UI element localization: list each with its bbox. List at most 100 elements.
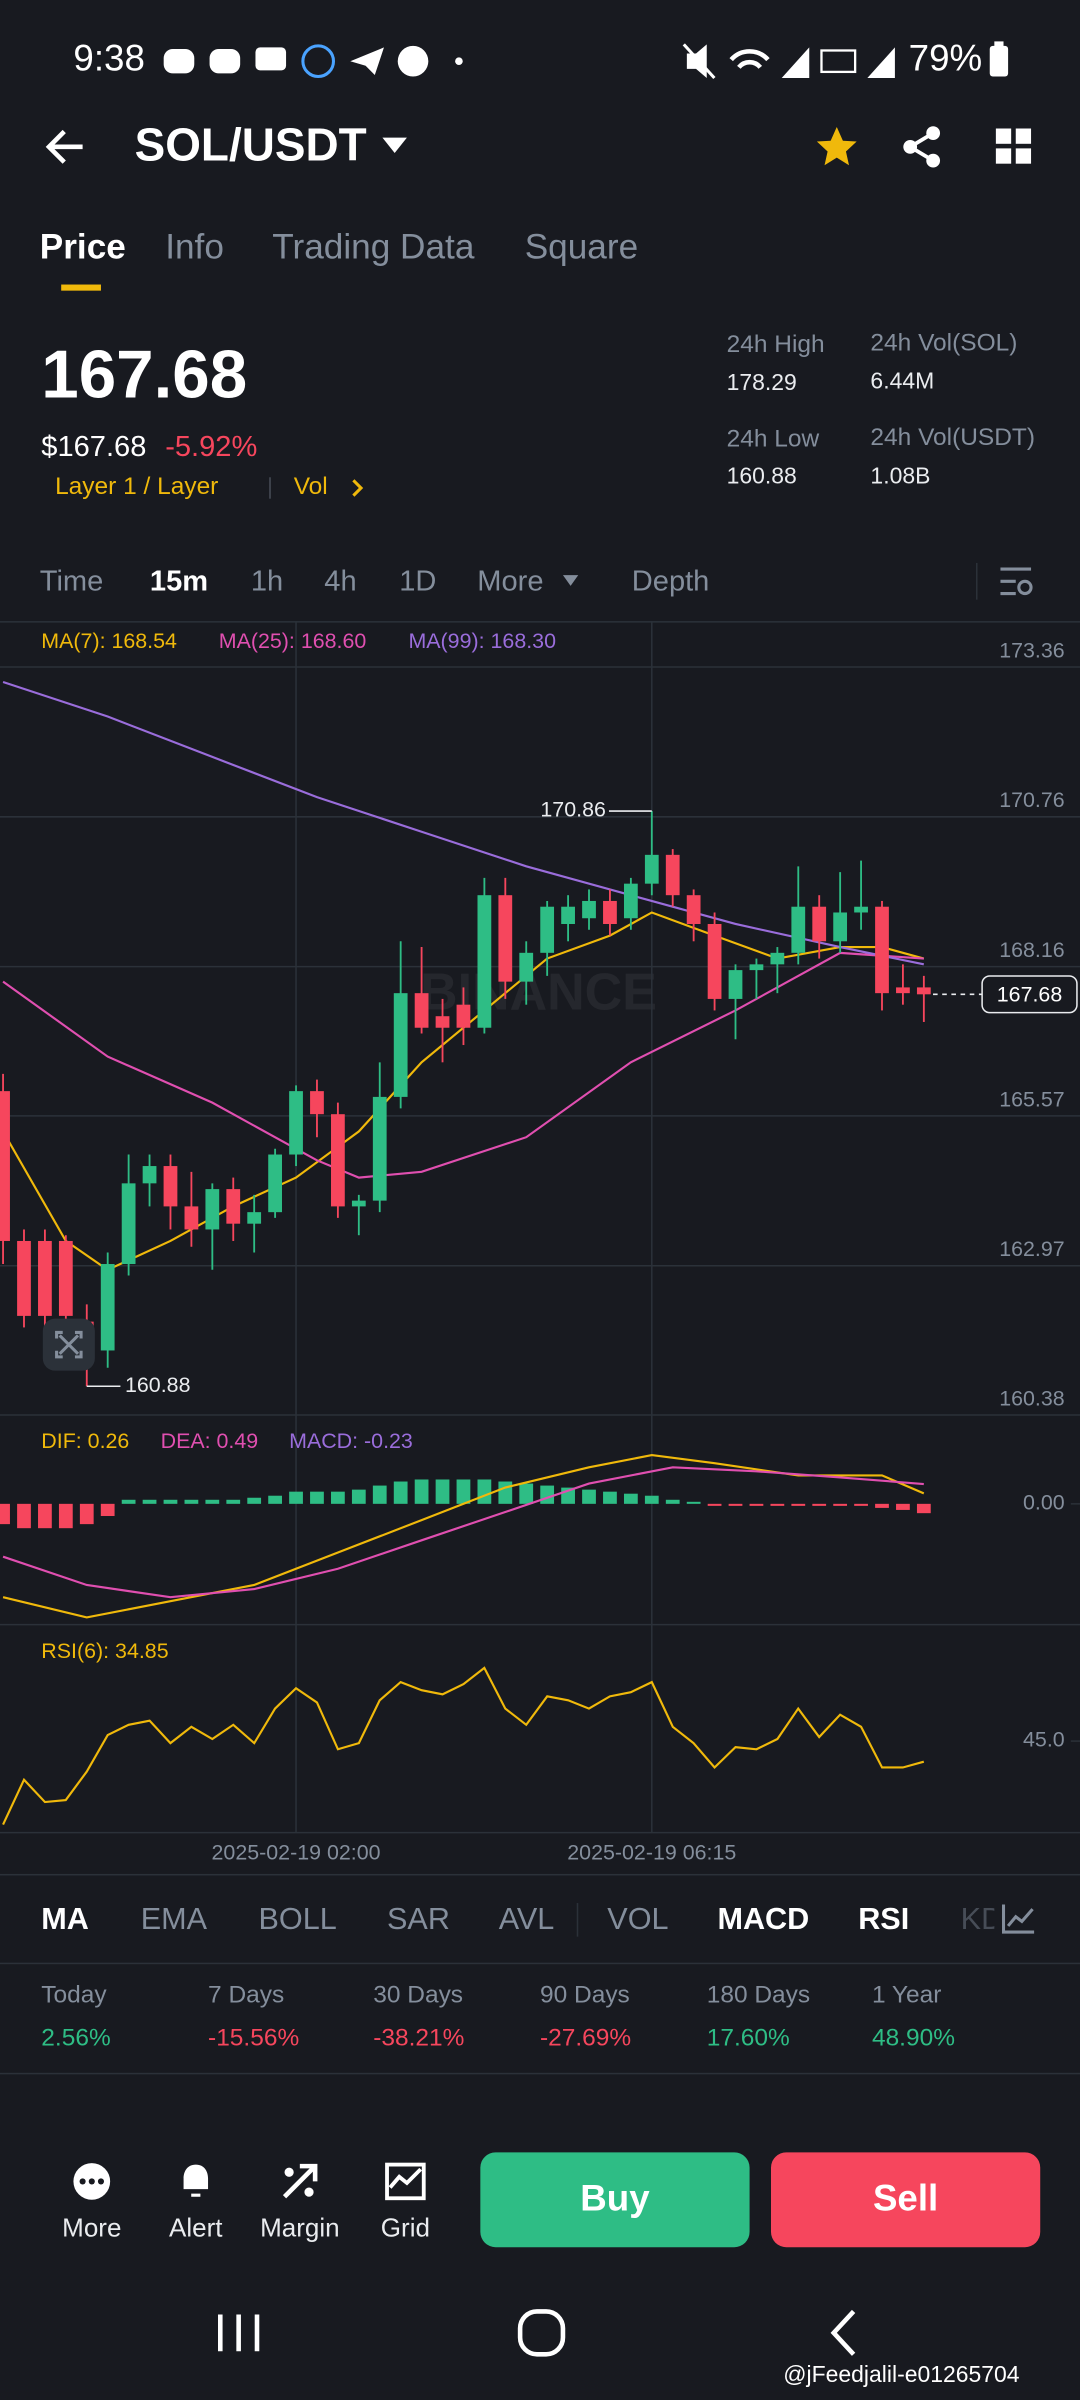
legend-label: DEA: 0.49: [161, 1429, 259, 1453]
separator: [975, 562, 978, 600]
tab[interactable]: Square: [524, 226, 639, 267]
stat-label: 24h Vol(USDT): [870, 425, 1036, 452]
candle-body: [226, 1189, 241, 1224]
pair-title[interactable]: SOL/USDT: [134, 120, 367, 172]
sector-tag[interactable]: Layer 1 / Layer: [55, 474, 219, 501]
fullscreen-button[interactable]: [42, 1318, 95, 1371]
macd-bar: [582, 1489, 596, 1504]
alert-icon[interactable]: [174, 2160, 217, 2203]
candle-body: [414, 993, 429, 1028]
indicator[interactable]: MACD: [717, 1903, 810, 1937]
interval[interactable]: 1D: [399, 566, 437, 599]
candle-body: [833, 912, 848, 942]
legend-label: MACD: -0.23: [289, 1429, 413, 1453]
candle-body: [372, 1096, 387, 1201]
macd-bar: [372, 1485, 387, 1504]
y-tick-label: 165.57: [999, 1087, 1064, 1111]
candle-body: [184, 1206, 199, 1230]
candle-body: [58, 1240, 73, 1316]
action-label[interactable]: More: [62, 2213, 122, 2243]
indicator-settings[interactable]: [1000, 1901, 1037, 1935]
share-button[interactable]: [899, 124, 945, 170]
candle-body: [540, 906, 555, 953]
candle-body: [707, 924, 722, 999]
macd-bar: [268, 1495, 282, 1504]
interval[interactable]: 15m: [149, 566, 209, 599]
nav-back[interactable]: [826, 2307, 860, 2359]
candle-body: [393, 993, 408, 1097]
candle-body: [247, 1212, 262, 1224]
interval[interactable]: 4h: [324, 566, 357, 599]
macd-bar: [540, 1485, 555, 1504]
candle-body: [561, 906, 575, 925]
indicator[interactable]: AVL: [498, 1903, 555, 1937]
tab-indicator: [61, 284, 101, 291]
y-tick-label: 162.97: [999, 1237, 1064, 1261]
divider: [0, 1873, 1080, 1876]
indicator[interactable]: VOL: [607, 1903, 669, 1937]
vol-tag[interactable]: Vol: [293, 474, 328, 501]
action-label[interactable]: Alert: [169, 2213, 223, 2243]
period-change: 48.90%: [871, 2025, 955, 2052]
y-tick-label: 160.38: [999, 1386, 1064, 1410]
tab[interactable]: Price: [39, 226, 126, 267]
buy-button[interactable]: Buy: [480, 2152, 750, 2248]
pair-dropdown[interactable]: [379, 135, 410, 156]
usd-price: $167.68: [41, 431, 147, 464]
candle-body: [644, 854, 659, 884]
interval[interactable]: Depth: [631, 566, 710, 599]
action-label[interactable]: Grid: [380, 2213, 430, 2243]
candle-body: [791, 906, 806, 953]
layout-button[interactable]: [994, 127, 1034, 167]
grid-icon[interactable]: [384, 2160, 427, 2203]
macd-bar: [184, 1499, 199, 1504]
period-change: 17.60%: [706, 2025, 790, 2052]
signal-icons: [682, 43, 895, 80]
back-button[interactable]: [43, 125, 89, 168]
period-label: 7 Days: [208, 1982, 285, 2009]
period-label: 30 Days: [373, 1982, 464, 2009]
macd-bar: [142, 1499, 157, 1504]
nav-home[interactable]: [516, 2307, 568, 2359]
legend-label: MA(25): 168.60: [219, 629, 367, 653]
interval[interactable]: 1h: [250, 566, 284, 599]
candle-body: [519, 952, 534, 982]
period-change: -38.21%: [373, 2025, 465, 2052]
indicator[interactable]: BOLL: [258, 1903, 337, 1937]
macd-bar: [58, 1503, 73, 1529]
interval[interactable]: Time: [39, 566, 104, 599]
status-icons: [163, 44, 463, 79]
indicator[interactable]: SAR: [387, 1903, 450, 1937]
interval[interactable]: More: [477, 566, 544, 599]
y-tick-label: 0.00: [1023, 1490, 1065, 1514]
y-tick-label: 168.16: [999, 938, 1064, 962]
macd-bar: [728, 1503, 743, 1506]
indicator[interactable]: RSI: [858, 1903, 910, 1937]
action-label[interactable]: Margin: [260, 2213, 340, 2243]
more-caret: [562, 575, 579, 586]
indicator[interactable]: MA: [41, 1903, 89, 1937]
macd-bar: [38, 1503, 52, 1529]
candle-body: [603, 900, 617, 925]
indicator[interactable]: EMA: [140, 1903, 208, 1937]
candle-body: [163, 1166, 178, 1207]
more-icon[interactable]: [70, 2160, 113, 2203]
margin-icon[interactable]: [278, 2160, 321, 2203]
favorite-star[interactable]: [814, 124, 860, 170]
period-label: 1 Year: [871, 1982, 942, 2009]
candle-body: [121, 1183, 136, 1265]
candle-body: [812, 906, 827, 942]
macd-bar: [247, 1497, 262, 1504]
period-change: -15.56%: [208, 2025, 300, 2052]
tab[interactable]: Trading Data: [272, 226, 475, 267]
sell-button[interactable]: Sell: [770, 2152, 1041, 2248]
macd-bar: [226, 1499, 241, 1504]
last-price: 167.68: [41, 338, 248, 414]
nav-recents[interactable]: [214, 2310, 263, 2356]
macd-bar: [833, 1503, 848, 1506]
chart-settings[interactable]: [997, 564, 1034, 598]
indicator[interactable]: KDJ: [960, 1903, 995, 1937]
tab[interactable]: Info: [165, 226, 224, 267]
legend-label: MA(7): 168.54: [41, 629, 177, 653]
separator: [576, 1903, 579, 1937]
